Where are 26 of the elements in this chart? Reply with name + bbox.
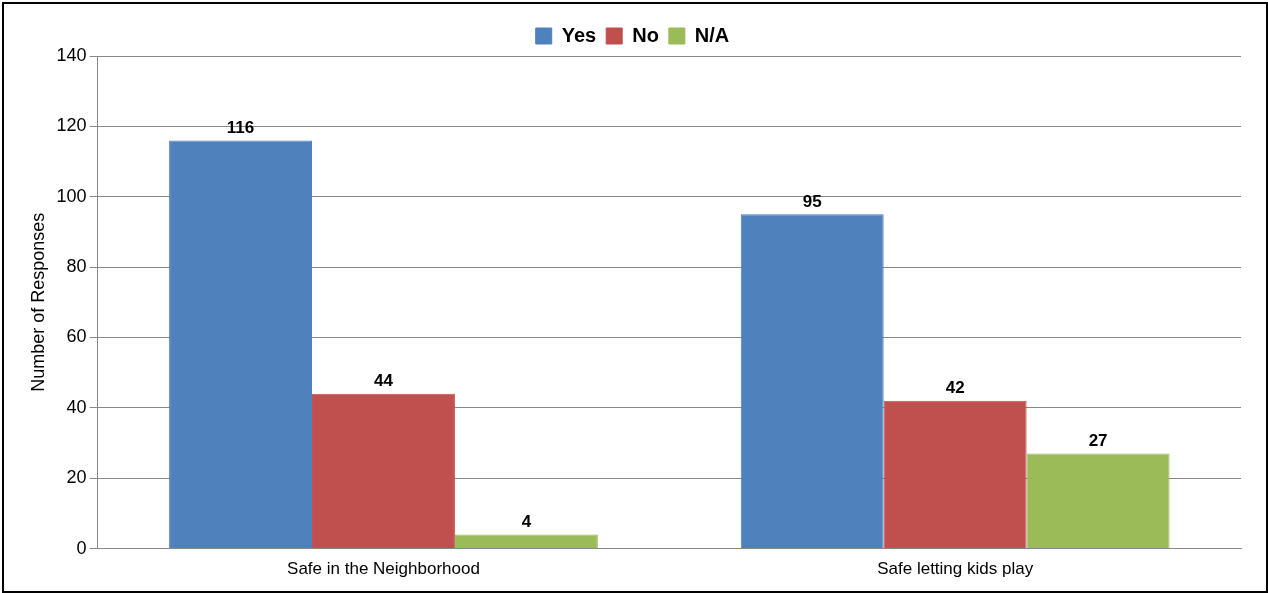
x-tick-label: Safe letting kids play [877, 559, 1034, 579]
bar [312, 393, 455, 549]
y-tick-label: 40 [66, 396, 87, 417]
bar [169, 140, 313, 549]
bar [883, 400, 1027, 549]
y-tick-label: 20 [66, 467, 87, 488]
y-axis-title: Number of Responses [27, 212, 48, 392]
data-label: 42 [945, 378, 965, 398]
y-tick-label: 0 [76, 537, 87, 558]
data-label: 44 [374, 370, 394, 390]
data-label: 116 [226, 117, 255, 137]
data-label: 95 [802, 191, 822, 211]
bar [740, 214, 884, 549]
y-tick-label: 60 [66, 326, 87, 347]
data-label: 4 [521, 511, 532, 531]
y-tick-label: 140 [56, 44, 87, 65]
y-tick-label: 120 [56, 115, 87, 136]
x-tick-label: Safe in the Neighborhood [287, 559, 480, 579]
data-label: 27 [1088, 430, 1108, 450]
y-tick-label: 80 [66, 256, 87, 277]
bar [454, 534, 598, 549]
legend-label: N/A [694, 23, 730, 46]
y-tick-label: 100 [56, 185, 87, 206]
bar [1026, 453, 1170, 549]
legend-label: No [632, 23, 659, 46]
legend-label: Yes [561, 23, 597, 46]
